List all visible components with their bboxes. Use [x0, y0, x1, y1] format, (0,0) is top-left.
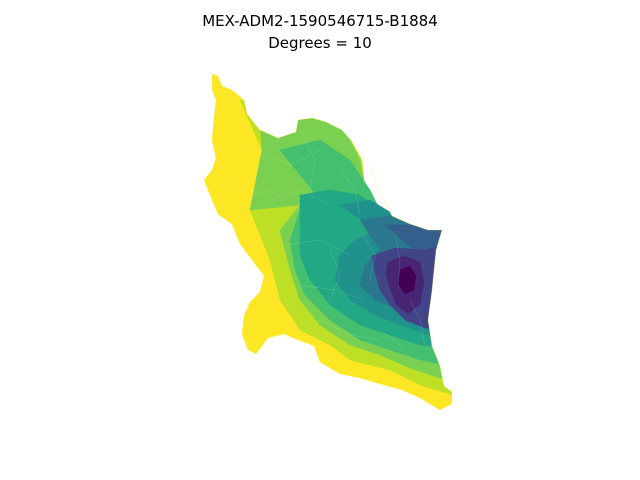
municipality-boundary: [229, 179, 271, 196]
region-band-dark-purple: [397, 265, 417, 295]
municipality-boundary: [379, 329, 416, 366]
municipality-boundary: [394, 234, 401, 291]
municipality-boundary: [409, 299, 426, 346]
municipality-boundary: [284, 239, 351, 256]
map-subtitle: Degrees = 10: [268, 34, 372, 52]
municipality-boundary: [299, 284, 366, 301]
municipality-boundary: [329, 249, 341, 301]
municipality-boundary: [299, 129, 316, 191]
state-outline: [203, 73, 453, 411]
municipality-boundary: [269, 189, 331, 206]
map-title: MEX-ADM2-1590546715-B1884: [202, 12, 438, 30]
municipality-boundary: [259, 269, 291, 311]
municipality-regions: [204, 74, 452, 410]
municipality-boundary: [359, 229, 376, 281]
municipality-boundary: [249, 149, 321, 166]
municipality-boundary: [319, 319, 381, 341]
municipality-boundary: [339, 169, 361, 216]
